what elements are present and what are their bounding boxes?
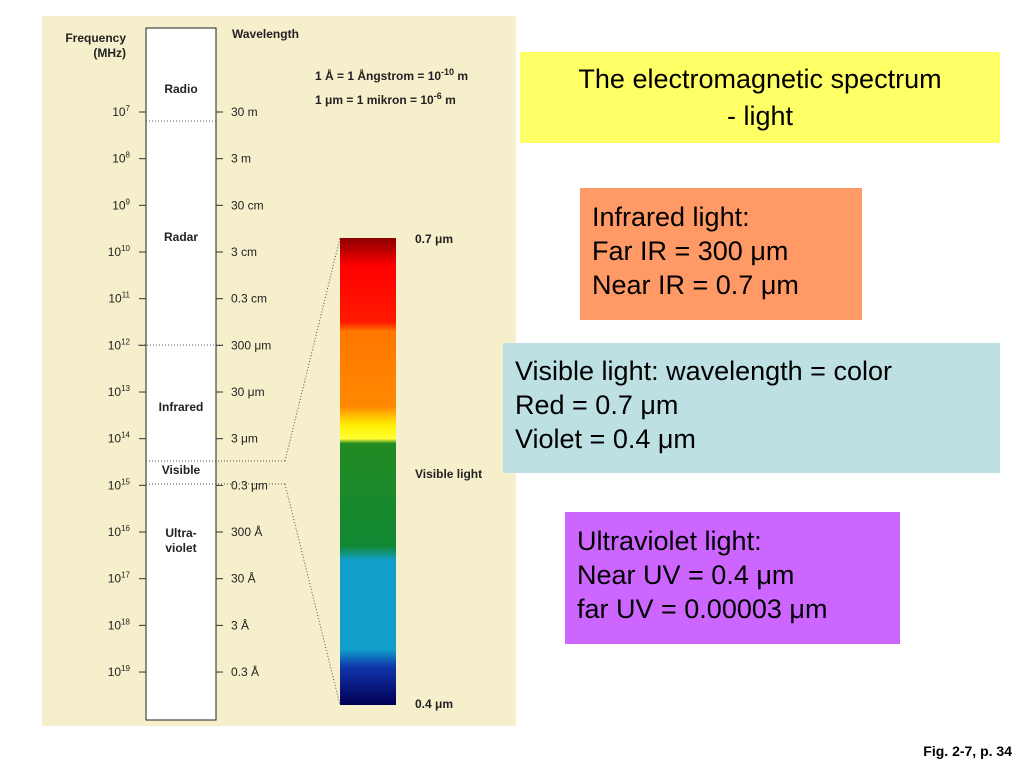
band-label: Infrared (159, 400, 204, 414)
frequency-base: 10 (108, 572, 122, 586)
ultraviolet-text: Near UV = 0.4 μm (577, 560, 794, 590)
frequency-base: 10 (112, 198, 126, 212)
frequency-base: 10 (108, 245, 122, 259)
frequency-tick-label: 1019 (108, 664, 131, 679)
visible-text: Violet = 0.4 μm (515, 424, 696, 454)
wavelength-tick-label: 300 μm (231, 338, 271, 352)
title: The electromagnetic spectrum (578, 64, 941, 94)
wavelength-tick-label: 30 Å (231, 571, 256, 586)
frequency-tick-label: 109 (112, 197, 130, 212)
frequency-exponent: 15 (121, 477, 130, 486)
frequency-tick-label: 1014 (108, 431, 131, 446)
frequency-exponent: 10 (121, 244, 130, 253)
frequency-tick-label: 107 (112, 104, 130, 119)
title-box (520, 52, 1000, 143)
frequency-exponent: 19 (121, 664, 130, 673)
frequency-base: 10 (108, 665, 122, 679)
title: - light (727, 101, 794, 131)
wavelength-tick-label: 30 m (231, 105, 258, 119)
frequency-base: 10 (108, 618, 122, 632)
frequency-base: 10 (108, 385, 122, 399)
frequency-exponent: 12 (121, 337, 130, 346)
spectrum-label: 0.4 μm (415, 697, 453, 711)
wavelength-tick-label: 3 μm (231, 432, 258, 446)
frequency-base: 10 (108, 478, 122, 492)
wavelength-header: Wavelength (232, 27, 299, 41)
wavelength-tick-label: 30 μm (231, 385, 265, 399)
frequency-tick-label: 1013 (108, 384, 131, 399)
frequency-exponent: 13 (121, 384, 130, 393)
frequency-exponent: 8 (126, 151, 131, 160)
frequency-exponent: 9 (126, 197, 131, 206)
footer: Fig. 2-7, p. 34 (923, 743, 1012, 759)
wavelength-tick-label: 300 Å (231, 524, 262, 539)
definition: 1 Å = 1 Ångstrom = 10-10 m (315, 67, 468, 83)
visible-text: Visible light: wavelength = color (515, 356, 892, 386)
visible-spectrum-bar (340, 238, 396, 705)
frequency-base: 10 (108, 525, 122, 539)
frequency-header: (MHz) (93, 46, 126, 60)
band-label: Radio (164, 82, 197, 96)
frequency-tick-label: 1011 (108, 291, 130, 306)
frequency-base: 10 (108, 292, 122, 306)
band-dividers (138, 120, 341, 706)
wavelength-tick-label: 0.3 cm (231, 292, 267, 306)
infrared-text: Near IR = 0.7 μm (592, 270, 799, 300)
infrared-text: Far IR = 300 μm (592, 236, 788, 266)
infrared-box (580, 188, 862, 320)
band-label: Visible (162, 463, 201, 477)
wavelength-tick-label: 0.3 μm (231, 478, 268, 492)
frequency-exponent: 7 (126, 104, 131, 113)
frequency-exponent: 17 (121, 571, 130, 580)
frequency-tick-label: 1018 (108, 617, 131, 632)
band-label: Radar (164, 230, 198, 244)
band-label: violet (165, 541, 196, 555)
frequency-tick-label: 1017 (108, 571, 131, 586)
infrared-text: Infrared light: (592, 202, 750, 232)
figure-background (42, 16, 516, 726)
frequency-tick-label: 1015 (108, 477, 131, 492)
wavelength-tick-label: 3 cm (231, 245, 257, 259)
wavelength-tick-label: 3 m (231, 152, 251, 166)
ultraviolet-text: Ultraviolet light: (577, 526, 762, 556)
frequency-exponent: 11 (122, 291, 131, 300)
frequency-base: 10 (112, 105, 126, 119)
wavelength-tick-label: 3 Å (231, 617, 249, 632)
frequency-tick-label: 1010 (108, 244, 131, 259)
spectrum-label: Visible light (415, 467, 482, 481)
definition: 1 μm = 1 mikron = 10-6 m (315, 91, 456, 107)
frequency-exponent: 18 (121, 617, 130, 626)
wavelength-tick-label: 0.3 Å (231, 664, 259, 679)
frequency-exponent: 14 (121, 431, 130, 440)
band-label: Ultra- (165, 526, 196, 540)
wavelength-tick-label: 30 cm (231, 198, 264, 212)
visible-box (503, 343, 1000, 473)
frequency-base: 10 (112, 152, 126, 166)
visible-text: Red = 0.7 μm (515, 390, 678, 420)
ultraviolet-text: far UV = 0.00003 μm (577, 594, 827, 624)
frequency-base: 10 (108, 432, 122, 446)
spectrum-column (145, 27, 217, 721)
frequency-tick-label: 1016 (108, 524, 131, 539)
ultraviolet-box (565, 512, 900, 644)
frequency-header: Frequency (65, 31, 126, 45)
frequency-base: 10 (108, 338, 122, 352)
frequency-exponent: 16 (121, 524, 130, 533)
spectrum-label: 0.7 μm (415, 232, 453, 246)
frequency-tick-label: 1012 (108, 337, 131, 352)
frequency-tick-label: 108 (112, 151, 130, 166)
